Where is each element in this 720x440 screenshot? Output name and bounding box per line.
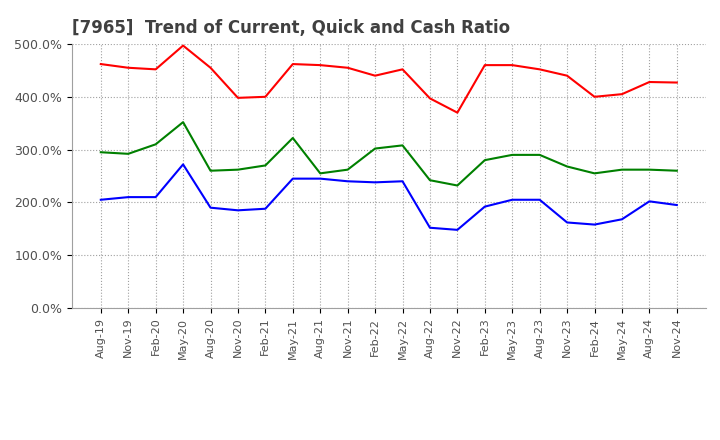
Current Ratio: [124, 65, 132, 70]
Current Ratio: [151, 67, 160, 72]
Current Ratio: [371, 73, 379, 78]
Current Ratio: [426, 96, 434, 101]
Cash Ratio: [398, 179, 407, 184]
Quick Ratio: [343, 167, 352, 172]
Cash Ratio: [179, 162, 187, 167]
Quick Ratio: [672, 168, 681, 173]
Quick Ratio: [618, 167, 626, 172]
Cash Ratio: [289, 176, 297, 181]
Current Ratio: [398, 67, 407, 72]
Current Ratio: [233, 95, 242, 100]
Quick Ratio: [426, 178, 434, 183]
Cash Ratio: [96, 197, 105, 202]
Current Ratio: [316, 62, 325, 68]
Text: [7965]  Trend of Current, Quick and Cash Ratio: [7965] Trend of Current, Quick and Cash …: [72, 19, 510, 37]
Quick Ratio: [371, 146, 379, 151]
Cash Ratio: [508, 197, 516, 202]
Line: Cash Ratio: Cash Ratio: [101, 165, 677, 230]
Current Ratio: [261, 94, 270, 99]
Cash Ratio: [343, 179, 352, 184]
Quick Ratio: [124, 151, 132, 157]
Current Ratio: [508, 62, 516, 68]
Current Ratio: [96, 62, 105, 67]
Cash Ratio: [453, 227, 462, 232]
Cash Ratio: [618, 216, 626, 222]
Cash Ratio: [536, 197, 544, 202]
Cash Ratio: [672, 202, 681, 208]
Cash Ratio: [261, 206, 270, 211]
Current Ratio: [672, 80, 681, 85]
Cash Ratio: [124, 194, 132, 200]
Current Ratio: [563, 73, 572, 78]
Line: Quick Ratio: Quick Ratio: [101, 122, 677, 186]
Cash Ratio: [371, 180, 379, 185]
Quick Ratio: [453, 183, 462, 188]
Quick Ratio: [233, 167, 242, 172]
Current Ratio: [206, 65, 215, 70]
Cash Ratio: [426, 225, 434, 231]
Quick Ratio: [480, 158, 489, 163]
Cash Ratio: [645, 199, 654, 204]
Quick Ratio: [536, 152, 544, 158]
Line: Current Ratio: Current Ratio: [101, 46, 677, 113]
Current Ratio: [590, 94, 599, 99]
Cash Ratio: [480, 204, 489, 209]
Quick Ratio: [316, 171, 325, 176]
Quick Ratio: [206, 168, 215, 173]
Current Ratio: [343, 65, 352, 70]
Current Ratio: [179, 43, 187, 48]
Quick Ratio: [289, 136, 297, 141]
Current Ratio: [645, 79, 654, 84]
Quick Ratio: [398, 143, 407, 148]
Cash Ratio: [206, 205, 215, 210]
Quick Ratio: [590, 171, 599, 176]
Quick Ratio: [563, 164, 572, 169]
Cash Ratio: [316, 176, 325, 181]
Current Ratio: [536, 67, 544, 72]
Quick Ratio: [96, 150, 105, 155]
Cash Ratio: [563, 220, 572, 225]
Quick Ratio: [645, 167, 654, 172]
Current Ratio: [453, 110, 462, 115]
Quick Ratio: [508, 152, 516, 158]
Cash Ratio: [151, 194, 160, 200]
Cash Ratio: [233, 208, 242, 213]
Quick Ratio: [179, 120, 187, 125]
Cash Ratio: [590, 222, 599, 227]
Current Ratio: [289, 62, 297, 67]
Quick Ratio: [261, 163, 270, 168]
Quick Ratio: [151, 142, 160, 147]
Current Ratio: [480, 62, 489, 68]
Current Ratio: [618, 92, 626, 97]
